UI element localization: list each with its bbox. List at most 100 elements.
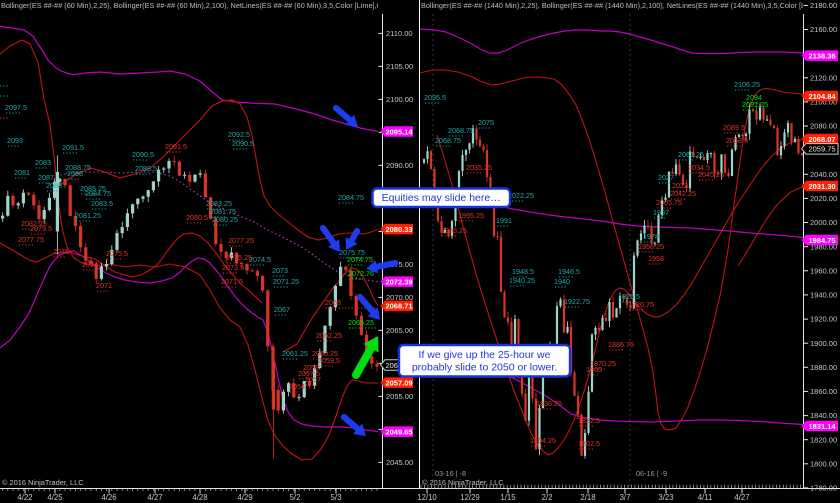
svg-text:2094: 2094	[746, 93, 762, 102]
svg-text:2082.25: 2082.25	[21, 219, 47, 228]
svg-text:2057.09: 2057.09	[385, 378, 412, 387]
svg-text:2055.00: 2055.00	[386, 392, 413, 401]
svg-text:1804.25: 1804.25	[530, 436, 556, 445]
svg-text:2045.25: 2045.25	[698, 170, 724, 179]
svg-text:Equities may slide here…: Equities may slide here…	[382, 192, 501, 204]
svg-text:1940: 1940	[554, 277, 570, 286]
svg-text:© 2016 NinjaTrader, LLC: © 2016 NinjaTrader, LLC	[2, 478, 84, 487]
svg-text:2057: 2057	[305, 375, 321, 384]
svg-text:1822.5: 1822.5	[578, 416, 600, 425]
svg-text:1940.00: 1940.00	[810, 291, 837, 300]
svg-text:4/26: 4/26	[101, 493, 116, 502]
svg-text:© 2016 NinjaTrader, LLC: © 2016 NinjaTrader, LLC	[422, 478, 504, 487]
svg-text:2105.00: 2105.00	[386, 62, 413, 71]
svg-text:2081.25: 2081.25	[75, 211, 101, 220]
svg-text:2110.00: 2110.00	[386, 29, 413, 38]
svg-text:2081.75: 2081.75	[210, 207, 236, 216]
svg-text:2073: 2073	[272, 266, 288, 275]
svg-text:1900.00: 1900.00	[810, 339, 837, 348]
svg-text:2097.5: 2097.5	[5, 103, 27, 112]
svg-text:2057.5: 2057.5	[298, 369, 320, 378]
svg-text:2034.5: 2034.5	[688, 163, 710, 172]
svg-text:2080.5: 2080.5	[186, 213, 208, 222]
svg-text:2072.39: 2072.39	[385, 277, 412, 286]
svg-text:1865: 1865	[586, 365, 602, 374]
svg-text:2091.5: 2091.5	[165, 142, 187, 151]
svg-text:4/28: 4/28	[192, 493, 207, 502]
svg-text:1958: 1958	[648, 254, 664, 263]
svg-text:1922.75: 1922.75	[564, 297, 590, 306]
svg-text:2071.25: 2071.25	[273, 277, 299, 286]
svg-text:2077.25: 2077.25	[228, 236, 254, 245]
svg-text:2075.5: 2075.5	[106, 249, 128, 258]
svg-text:2090.5: 2090.5	[232, 139, 254, 148]
svg-text:3/7: 3/7	[620, 493, 631, 502]
svg-text:2063.25: 2063.25	[678, 150, 704, 159]
svg-text:2000.00: 2000.00	[810, 218, 837, 227]
svg-text:2020.00: 2020.00	[810, 194, 837, 203]
svg-text:2081: 2081	[14, 168, 30, 177]
svg-text:2160.00: 2160.00	[810, 25, 837, 34]
svg-text:2059.5: 2059.5	[318, 356, 340, 365]
svg-text:2090.00: 2090.00	[386, 161, 413, 170]
svg-text:2031.30: 2031.30	[808, 182, 835, 191]
svg-text:1920.00: 1920.00	[810, 315, 837, 324]
svg-text:2089.5: 2089.5	[723, 123, 745, 132]
svg-text:2120.00: 2120.00	[810, 73, 837, 82]
svg-text:2068.07: 2068.07	[808, 135, 835, 144]
svg-text:1802.5: 1802.5	[578, 439, 600, 448]
svg-text:1940.25: 1940.25	[509, 276, 535, 285]
svg-text:2042.25: 2042.25	[670, 189, 696, 198]
svg-text:2074.5: 2074.5	[249, 255, 271, 264]
svg-text:2093: 2093	[7, 136, 23, 145]
svg-text:2073.5: 2073.5	[222, 263, 244, 272]
svg-text:Bollinger(ES ##-## (1440 Min),: Bollinger(ES ##-## (1440 Min),2,25), Bol…	[421, 1, 805, 10]
svg-text:2084.75: 2084.75	[85, 189, 111, 198]
svg-text:2068: 2068	[325, 298, 341, 307]
svg-text:1978: 1978	[643, 232, 659, 241]
svg-text:2075: 2075	[478, 118, 494, 127]
svg-text:1831.14: 1831.14	[808, 422, 836, 431]
svg-text:2083.25: 2083.25	[206, 199, 232, 208]
svg-text:2076: 2076	[53, 247, 69, 256]
svg-text:2100.00: 2100.00	[810, 98, 837, 107]
svg-text:1860.00: 1860.00	[810, 387, 837, 396]
svg-text:1983.25: 1983.25	[441, 226, 467, 235]
svg-text:1948.5: 1948.5	[512, 267, 534, 276]
svg-text:1956.25: 1956.25	[638, 242, 664, 251]
svg-text:2085.25: 2085.25	[80, 184, 106, 193]
svg-text:2065.00: 2065.00	[386, 326, 413, 335]
svg-text:2074.75: 2074.75	[347, 255, 373, 264]
svg-text:2080.33: 2080.33	[385, 225, 412, 234]
svg-text:2035.25: 2035.25	[466, 163, 492, 172]
svg-text:2/18: 2/18	[580, 493, 595, 502]
svg-text:2068.75: 2068.75	[435, 136, 461, 145]
svg-text:4/25: 4/25	[47, 493, 63, 502]
svg-text:12/29: 12/29	[460, 493, 480, 502]
svg-text:2070.00: 2070.00	[386, 293, 413, 302]
svg-text:2106.25: 2106.25	[734, 80, 760, 89]
svg-text:1/15: 1/15	[500, 493, 516, 502]
svg-text:2075.00: 2075.00	[386, 260, 413, 269]
svg-text:2/2: 2/2	[542, 493, 553, 502]
svg-text:2005.75: 2005.75	[656, 198, 682, 207]
svg-text:2092.5: 2092.5	[228, 130, 250, 139]
svg-text:Bollinger(ES ##-## (60 Min),2,: Bollinger(ES ##-## (60 Min),2,25), Bolli…	[1, 1, 386, 10]
svg-text:1960.00: 1960.00	[810, 266, 837, 275]
svg-text:1946.5: 1946.5	[558, 267, 580, 276]
svg-text:2068.71: 2068.71	[385, 302, 412, 311]
svg-text:2071: 2071	[96, 281, 112, 290]
svg-text:2090.5: 2090.5	[132, 150, 154, 159]
svg-text:1980.00: 1980.00	[810, 242, 837, 251]
svg-text:2080.00: 2080.00	[810, 122, 837, 131]
svg-text:2074: 2074	[82, 260, 98, 269]
svg-text:4/22: 4/22	[17, 493, 32, 502]
svg-text:2083: 2083	[35, 158, 51, 167]
svg-text:2049.65: 2049.65	[385, 428, 412, 437]
svg-text:2075.75: 2075.75	[339, 248, 365, 257]
svg-text:2088.75: 2088.75	[65, 163, 91, 172]
svg-text:12/10: 12/10	[417, 493, 437, 502]
svg-text:4/27: 4/27	[734, 493, 749, 502]
svg-text:5/2: 5/2	[290, 493, 301, 502]
svg-text:2045.00: 2045.00	[386, 458, 413, 467]
